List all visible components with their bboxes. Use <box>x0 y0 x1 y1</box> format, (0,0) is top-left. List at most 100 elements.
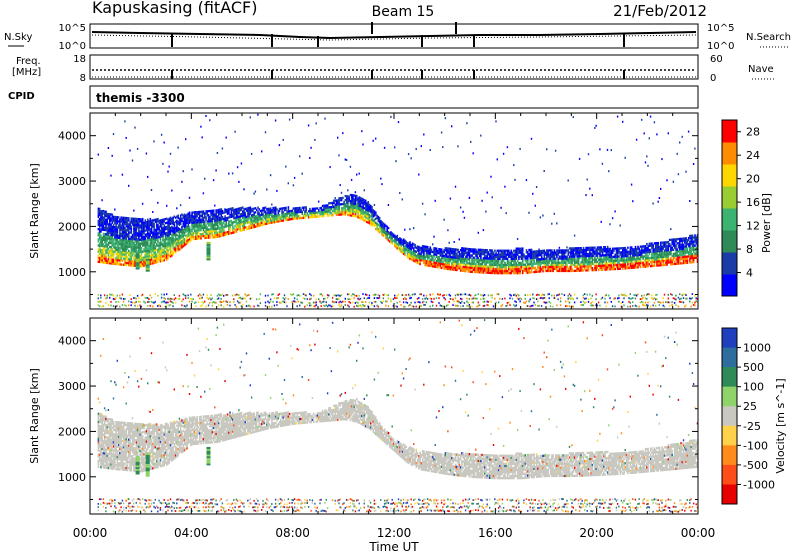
clutter-pixel <box>189 301 190 303</box>
clutter-pixel <box>527 294 528 296</box>
clutter-pixel <box>471 306 472 308</box>
noise-pixel <box>375 138 376 140</box>
scatter-pixel <box>128 217 130 219</box>
clutter-pixel <box>492 294 493 296</box>
noise-pixel <box>337 137 338 139</box>
clutter-pixel <box>223 300 224 302</box>
clutter-pixel <box>455 295 456 297</box>
clutter-pixel <box>122 304 123 306</box>
clutter-pixel <box>209 302 210 304</box>
noise-pixel <box>157 202 158 204</box>
scatter-pixel <box>555 260 557 262</box>
clutter-pixel <box>223 306 224 308</box>
scatter-pixel <box>309 208 311 210</box>
clutter-pixel <box>369 297 370 299</box>
clutter-pixel <box>332 305 333 307</box>
noise-pixel <box>167 171 168 173</box>
clutter-pixel <box>574 294 575 296</box>
clutter-pixel <box>473 302 474 304</box>
clutter-pixel <box>137 295 138 297</box>
scatter-pixel <box>228 210 230 212</box>
clutter-pixel <box>212 305 213 307</box>
scatter-pixel <box>189 212 191 214</box>
scatter-pixel <box>279 210 281 212</box>
noise-pixel <box>554 213 555 215</box>
clutter-pixel <box>383 297 384 299</box>
scatter-pixel <box>554 249 556 251</box>
clutter-pixel <box>456 300 457 302</box>
scatter-pixel <box>574 255 576 257</box>
scatter-pixel <box>323 215 325 217</box>
scatter-pixel <box>582 267 584 269</box>
clutter-pixel <box>411 297 412 299</box>
clutter-pixel <box>509 297 510 299</box>
clutter-pixel <box>532 305 533 307</box>
clutter-pixel <box>279 302 280 304</box>
scatter-pixel <box>384 228 386 230</box>
clutter-pixel <box>374 305 375 307</box>
clutter-pixel <box>348 293 349 295</box>
clutter-pixel <box>98 301 99 303</box>
clutter-pixel <box>375 301 376 303</box>
clutter-pixel <box>298 294 299 296</box>
clutter-pixel <box>474 297 475 299</box>
scatter-pixel <box>499 258 501 260</box>
scatter-pixel <box>305 206 307 208</box>
clutter-pixel <box>115 301 116 303</box>
noise-pixel <box>568 180 569 182</box>
clutter-pixel <box>480 294 481 296</box>
scatter-pixel <box>533 259 535 261</box>
clutter-pixel <box>443 294 444 296</box>
noise-pixel <box>153 140 154 142</box>
scatter-pixel <box>508 260 510 262</box>
noise-pixel <box>147 176 148 178</box>
clutter-pixel <box>307 304 308 306</box>
clutter-pixel <box>451 298 452 300</box>
clutter-pixel <box>294 297 295 299</box>
clutter-pixel <box>583 301 584 303</box>
clutter-pixel <box>303 293 304 295</box>
clutter-pixel <box>347 293 348 295</box>
scatter-pixel <box>546 258 548 260</box>
clutter-pixel <box>134 302 135 304</box>
scatter-pixel <box>379 217 381 219</box>
clutter-pixel <box>171 301 172 303</box>
clutter-pixel <box>556 295 557 297</box>
scatter-pixel <box>105 258 107 260</box>
cpid-panel: CPID themis -3300 <box>8 86 698 108</box>
scatter-pixel <box>487 255 489 257</box>
scatter-pixel <box>498 262 500 264</box>
clutter-pixel <box>421 293 422 295</box>
clutter-pixel <box>468 305 469 307</box>
scatter-pixel <box>571 262 573 264</box>
clutter-pixel <box>185 295 186 297</box>
nave-tick-bottom: 0 <box>710 73 716 84</box>
clutter-pixel <box>352 293 353 295</box>
noise-pixel <box>449 242 450 244</box>
noise-pixel <box>250 116 251 118</box>
noise-pixel <box>279 144 280 146</box>
clutter-pixel <box>300 302 301 304</box>
clutter-pixel <box>390 299 391 301</box>
scatter-pixel <box>474 261 476 263</box>
clutter-pixel <box>371 302 372 304</box>
noise-pixel <box>333 200 334 202</box>
noise-pixel <box>289 119 290 121</box>
noise-pixel <box>540 216 541 218</box>
clutter-pixel <box>286 305 287 307</box>
clutter-pixel <box>340 306 341 308</box>
noise-pixel <box>441 132 442 134</box>
clutter-pixel <box>341 301 342 303</box>
clutter-pixel <box>374 301 375 303</box>
noise-pixel <box>418 174 419 176</box>
clutter-pixel <box>134 297 135 299</box>
clutter-pixel <box>291 301 292 303</box>
clutter-pixel <box>418 297 419 299</box>
clutter-pixel <box>460 302 461 304</box>
clutter-pixel <box>278 297 279 299</box>
noise-pixel <box>200 126 201 128</box>
noise-pixel <box>532 193 533 195</box>
clutter-pixel <box>566 305 567 307</box>
scatter-pixel <box>126 250 128 252</box>
clutter-pixel <box>502 304 503 306</box>
